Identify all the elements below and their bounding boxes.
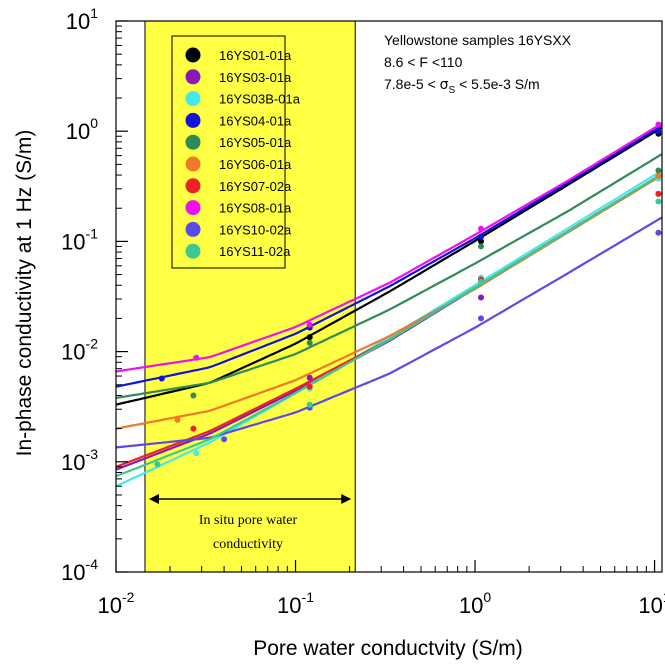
point-16YS07-02a-3 (655, 190, 662, 197)
legend-label-16YS11-02a: 16YS11-02a (219, 244, 291, 259)
point-16YS06-01a-3 (655, 173, 662, 180)
legend-label-16YS03B-01a: 16YS03B-01a (219, 92, 301, 107)
legend-items: 16YS01-01a 16YS03-01a 16YS03B-01a 16YS04-01… (185, 47, 301, 259)
curve-16YS04-01a (115, 124, 663, 388)
legend-label-16YS07-02a: 16YS07-02a (219, 179, 292, 194)
legend-marker-16YS01-01a (185, 47, 201, 63)
y-axis-label: In-phase conductivity at 1 Hz (S/m) (13, 130, 36, 457)
legend-label-16YS08-01a: 16YS08-01a (219, 201, 292, 216)
plot-frame (115, 20, 663, 573)
point-16YS08-01a-0 (193, 354, 200, 361)
point-16YS10-02a-2 (478, 315, 484, 322)
legend-marker-16YS05-01a (185, 134, 201, 150)
sigma-range-suffix: < 5.5e-3 S/m (455, 76, 539, 92)
point-16YS05-01a-0 (190, 392, 197, 399)
y-tick-label: 10-2 (61, 336, 98, 365)
data-points (154, 121, 662, 468)
legend-label-16YS03-01a: 16YS03-01a (219, 70, 292, 85)
point-16YS03-01a-0 (306, 374, 313, 381)
legend-marker-16YS03B-01a (185, 91, 201, 107)
in-situ-label-line1: In situ pore water (199, 513, 298, 528)
x-tick-label: 100 (459, 589, 491, 618)
y-tick-label: 10-4 (61, 556, 98, 585)
sigma-range-prefix: 7.8e-5 < (384, 76, 440, 92)
arrow-head-left (148, 494, 159, 504)
legend-marker-16YS08-01a (185, 200, 201, 216)
y-tick-label: 10-3 (61, 446, 98, 475)
point-16YS10-02a-0 (221, 436, 228, 443)
legend-label-16YS04-01a: 16YS04-01a (219, 113, 292, 128)
point-16YS01-01a-1 (478, 238, 484, 245)
point-16YS07-02a-0 (190, 425, 197, 432)
legend-marker-16YS07-02a (185, 178, 201, 194)
sigma-range-text: 7.8e-5 < σS < 5.5e-3 S/m (384, 76, 540, 96)
y-tick-label: 100 (66, 115, 98, 144)
in-situ-label-line2: conductivity (213, 537, 283, 552)
axis-ticks: 10-2 10-1 100 101 10-4 10-3 10-2 10-1 100 101 (61, 5, 665, 618)
legend-label-16YS06-01a: 16YS06-01a (219, 157, 292, 172)
x-tick-label: 10-1 (277, 589, 314, 618)
curve-16YS10-02a (115, 216, 663, 449)
legend-marker-16YS04-01a (185, 112, 201, 128)
point-16YS03B-01a-0 (193, 450, 200, 457)
legend-marker-16YS03-01a (185, 69, 201, 85)
point-16YS06-01a-0 (174, 416, 181, 423)
samples-title: Yellowstone samples 16YSXX (384, 32, 572, 48)
legend: 16YS01-01a 16YS03-01a 16YS03B-01a 16YS04-01… (171, 35, 301, 269)
legend-label-16YS05-01a: 16YS05-01a (219, 135, 292, 150)
x-axis-label: Pore water conductvity (S/m) (253, 637, 523, 660)
x-tick-label: 101 (638, 589, 665, 618)
point-16YS08-01a-1 (306, 321, 313, 328)
point-16YS11-02a-2 (478, 278, 484, 285)
curve-16YS08-01a (115, 122, 663, 373)
sigma-symbol: σ (440, 77, 449, 93)
point-16YS04-01a-2 (478, 233, 484, 240)
f-range-text: 8.6 < F <110 (384, 54, 463, 70)
legend-marker-16YS11-02a (185, 243, 201, 259)
point-16YS07-02a-1 (306, 383, 313, 390)
point-16YS03-01a-1 (478, 294, 484, 301)
in-situ-range-arrow (148, 494, 352, 504)
model-curves (115, 122, 663, 488)
arrow-head-right (341, 494, 352, 504)
point-16YS05-01a-2 (478, 243, 484, 250)
legend-label-16YS01-01a: 16YS01-01a (219, 48, 292, 63)
point-16YS04-01a-0 (158, 375, 165, 382)
point-16YS11-02a-0 (154, 461, 161, 468)
point-16YS08-01a-3 (655, 121, 662, 128)
point-16YS04-01a-3 (655, 128, 662, 135)
point-16YS05-01a-3 (655, 167, 662, 174)
legend-label-16YS10-02a: 16YS10-02a (219, 222, 292, 237)
sigma-subscript: S (449, 85, 456, 96)
curve-16YS11-02a (115, 172, 663, 478)
legend-marker-16YS10-02a (185, 221, 201, 237)
y-tick-label: 101 (66, 5, 98, 34)
curve-16YS05-01a (115, 153, 663, 399)
point-16YS01-01a-0 (306, 334, 313, 341)
point-16YS08-01a-2 (478, 225, 484, 232)
point-16YS11-02a-1 (306, 401, 313, 408)
point-16YS10-02a-3 (655, 229, 662, 236)
point-16YS11-02a-3 (655, 198, 662, 205)
x-tick-label: 10-2 (98, 589, 135, 618)
y-tick-label: 10-1 (61, 225, 98, 254)
point-16YS05-01a-1 (306, 339, 313, 346)
legend-marker-16YS06-01a (185, 156, 201, 172)
